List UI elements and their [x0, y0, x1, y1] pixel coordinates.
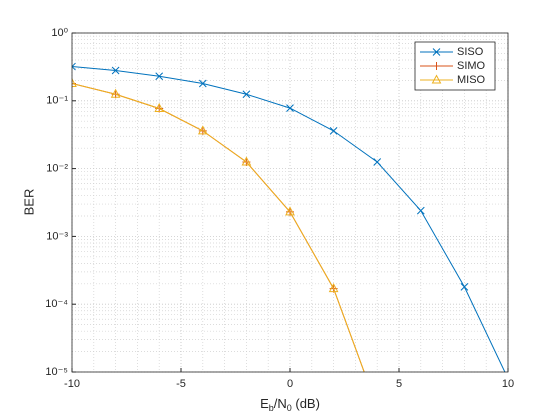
series-layer [72, 62, 506, 411]
x-axis-label: Eb/N0 (dB) [260, 396, 320, 413]
marker [241, 156, 252, 166]
x-axis-label-part: 0 [287, 403, 292, 413]
marker [373, 403, 381, 411]
series-line [72, 83, 365, 372]
marker [328, 283, 339, 293]
x-axis-label-part: (dB) [292, 396, 320, 411]
y-tick-label: 10⁻⁴ [45, 298, 68, 310]
marker [329, 127, 338, 135]
y-tick-label: 10⁻⁵ [45, 366, 68, 378]
x-tick-label: 5 [396, 378, 402, 390]
legend-label: SISO [457, 46, 484, 58]
marker [373, 403, 381, 411]
marker [197, 125, 208, 135]
y-tick-label: 10⁻² [46, 163, 68, 175]
marker [111, 66, 120, 75]
x-axis-label-part: /N [274, 396, 287, 411]
x-axis-label-part: E [260, 396, 269, 411]
y-tick-label: 10⁻¹ [46, 95, 68, 107]
y-tick-label: 10⁰ [51, 27, 68, 39]
marker [198, 79, 207, 88]
marker [460, 283, 469, 291]
y-axis-label: BER [21, 189, 36, 216]
x-tick-label: 0 [287, 378, 293, 390]
marker [286, 104, 294, 112]
marker [432, 48, 441, 56]
marker [242, 90, 251, 99]
marker [416, 206, 425, 215]
marker [155, 72, 164, 81]
marker [285, 206, 295, 216]
marker [431, 74, 442, 84]
marker [432, 62, 441, 70]
y-tick-label: 10⁻³ [46, 230, 68, 242]
x-tick-label: 10 [502, 378, 514, 390]
marker [72, 77, 77, 87]
x-tick-label: -5 [176, 378, 186, 390]
x-tick-label: -10 [64, 378, 80, 390]
marker [373, 158, 382, 166]
marker [110, 88, 121, 98]
marker [154, 102, 165, 112]
legend-label: MISO [457, 74, 486, 86]
legend-label: SIMO [457, 60, 486, 72]
marker [72, 62, 76, 71]
x-axis-label-part: b [269, 403, 274, 413]
